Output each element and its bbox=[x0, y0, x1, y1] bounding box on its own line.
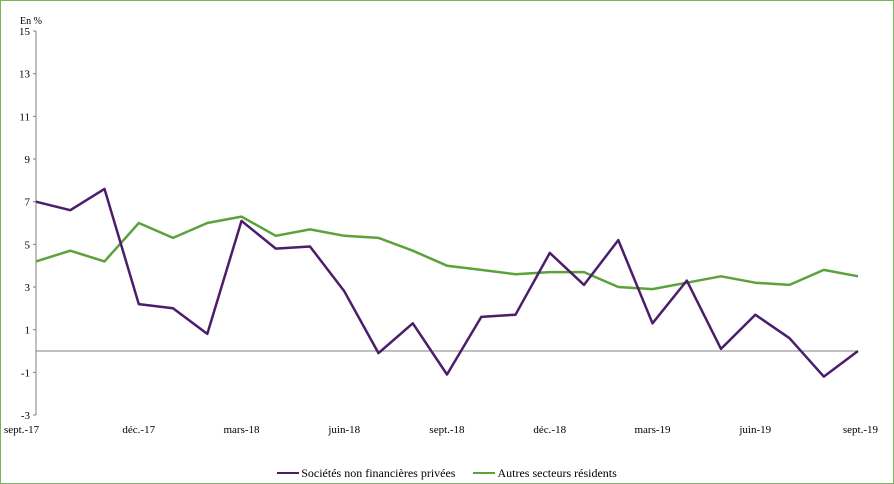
y-tick-label: 3 bbox=[25, 282, 31, 294]
x-tick-label: sept.-17 bbox=[4, 424, 40, 436]
y-tick-label: 11 bbox=[19, 111, 30, 123]
y-tick-label: 9 bbox=[25, 154, 31, 166]
series-line-1 bbox=[35, 215, 859, 291]
y-tick-label: 15 bbox=[19, 26, 31, 38]
y-tick-label: 7 bbox=[25, 197, 31, 209]
legend: Sociétés non financières privées Autres … bbox=[0, 464, 894, 482]
legend-item-societes: Sociétés non financières privées bbox=[277, 466, 455, 481]
x-tick-label: juin-18 bbox=[327, 424, 360, 436]
y-tick-label: -3 bbox=[21, 410, 31, 422]
y-tick-label: 13 bbox=[19, 69, 31, 81]
y-tick-label: -1 bbox=[21, 367, 30, 379]
series-line-0 bbox=[35, 187, 859, 378]
unit-label: En % bbox=[20, 16, 42, 27]
x-tick-label: déc.-17 bbox=[122, 424, 155, 436]
legend-item-autres: Autres secteurs résidents bbox=[473, 465, 617, 481]
legend-label-autres: Autres secteurs résidents bbox=[497, 465, 617, 480]
x-tick-label: sept.-18 bbox=[429, 424, 465, 436]
x-tick-label: sept.-19 bbox=[843, 424, 879, 436]
legend-swatch-autres bbox=[473, 472, 496, 474]
x-tick-label: juin-19 bbox=[738, 424, 771, 436]
x-tick-label: mars-19 bbox=[634, 424, 671, 436]
y-tick-label: 5 bbox=[25, 239, 31, 251]
x-tick-label: déc.-18 bbox=[533, 424, 566, 436]
x-tick-label: mars-18 bbox=[223, 424, 260, 436]
y-tick-label: 1 bbox=[25, 325, 31, 337]
legend-swatch-societes bbox=[277, 472, 300, 474]
legend-label-societes: Sociétés non financières privées bbox=[301, 465, 456, 480]
series-layer bbox=[35, 187, 859, 378]
